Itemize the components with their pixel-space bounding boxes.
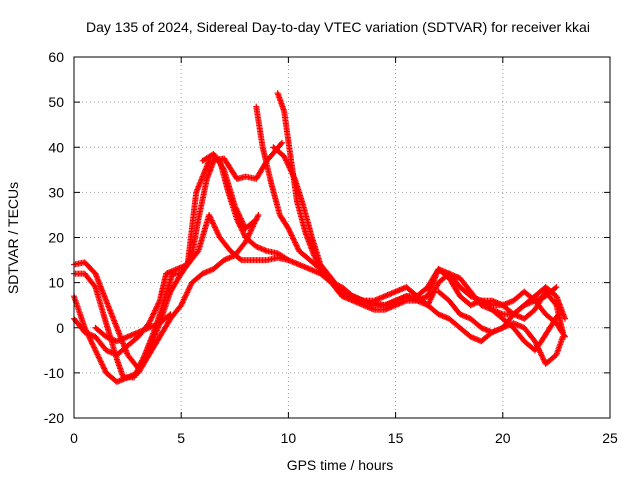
data-point <box>237 224 244 231</box>
data-point <box>233 216 240 223</box>
data-point <box>235 219 242 226</box>
y-axis-label: SDTVAR / TECUs <box>5 182 21 294</box>
plot-frame <box>73 56 611 419</box>
x-tick-label: 20 <box>495 430 511 446</box>
data-marks <box>71 90 568 385</box>
data-point <box>561 315 568 322</box>
data-point <box>239 227 246 234</box>
x-axis-label: GPS time / hours <box>287 457 394 473</box>
data-point <box>561 332 568 339</box>
x-tick-label: 15 <box>388 430 404 446</box>
series-track-7 <box>274 90 568 322</box>
chart-title: Day 135 of 2024, Sidereal Day-to-day VTE… <box>86 19 590 35</box>
series-track-10 <box>92 311 174 345</box>
data-point <box>241 231 248 238</box>
y-tick-label: -20 <box>44 410 64 426</box>
x-tick-label: 5 <box>177 430 185 446</box>
data-point <box>561 333 568 340</box>
x-tick-label: 25 <box>602 430 618 446</box>
series-track-8 <box>270 144 568 340</box>
data-point <box>255 211 262 218</box>
y-tick-label: 50 <box>48 94 64 110</box>
y-tick-label: -10 <box>44 365 64 381</box>
series-track-11 <box>478 297 562 354</box>
data-point <box>553 284 560 291</box>
y-tick-label: 0 <box>56 320 64 336</box>
data-point <box>238 226 245 233</box>
y-tick-label: 20 <box>48 230 64 246</box>
y-tick-label: 30 <box>48 184 64 200</box>
data-point <box>167 311 174 318</box>
series-track-4 <box>71 211 292 358</box>
data-point <box>278 139 285 146</box>
y-tick-label: 60 <box>48 49 64 65</box>
series-track-9 <box>435 284 560 336</box>
y-tick-label: 40 <box>48 139 64 155</box>
data-point <box>166 312 173 319</box>
data-point <box>554 312 561 319</box>
data-point <box>552 285 559 292</box>
data-point <box>234 217 241 224</box>
data-point <box>237 223 244 230</box>
data-point <box>240 230 247 237</box>
data-point <box>555 311 562 318</box>
data-point <box>236 222 243 229</box>
data-point <box>237 256 244 263</box>
grid-lines <box>74 57 610 418</box>
x-tick-label: 0 <box>70 430 78 446</box>
tick-marks: -20 -10 0 10 20 30 40 50 60 0 5 10 15 20 25 <box>44 49 618 446</box>
data-point <box>235 220 242 227</box>
data-point <box>552 300 559 307</box>
x-tick-label: 10 <box>281 430 297 446</box>
data-point <box>239 228 246 235</box>
series-track-3 <box>71 211 262 385</box>
y-tick-label: 10 <box>48 275 64 291</box>
data-point <box>277 140 284 147</box>
